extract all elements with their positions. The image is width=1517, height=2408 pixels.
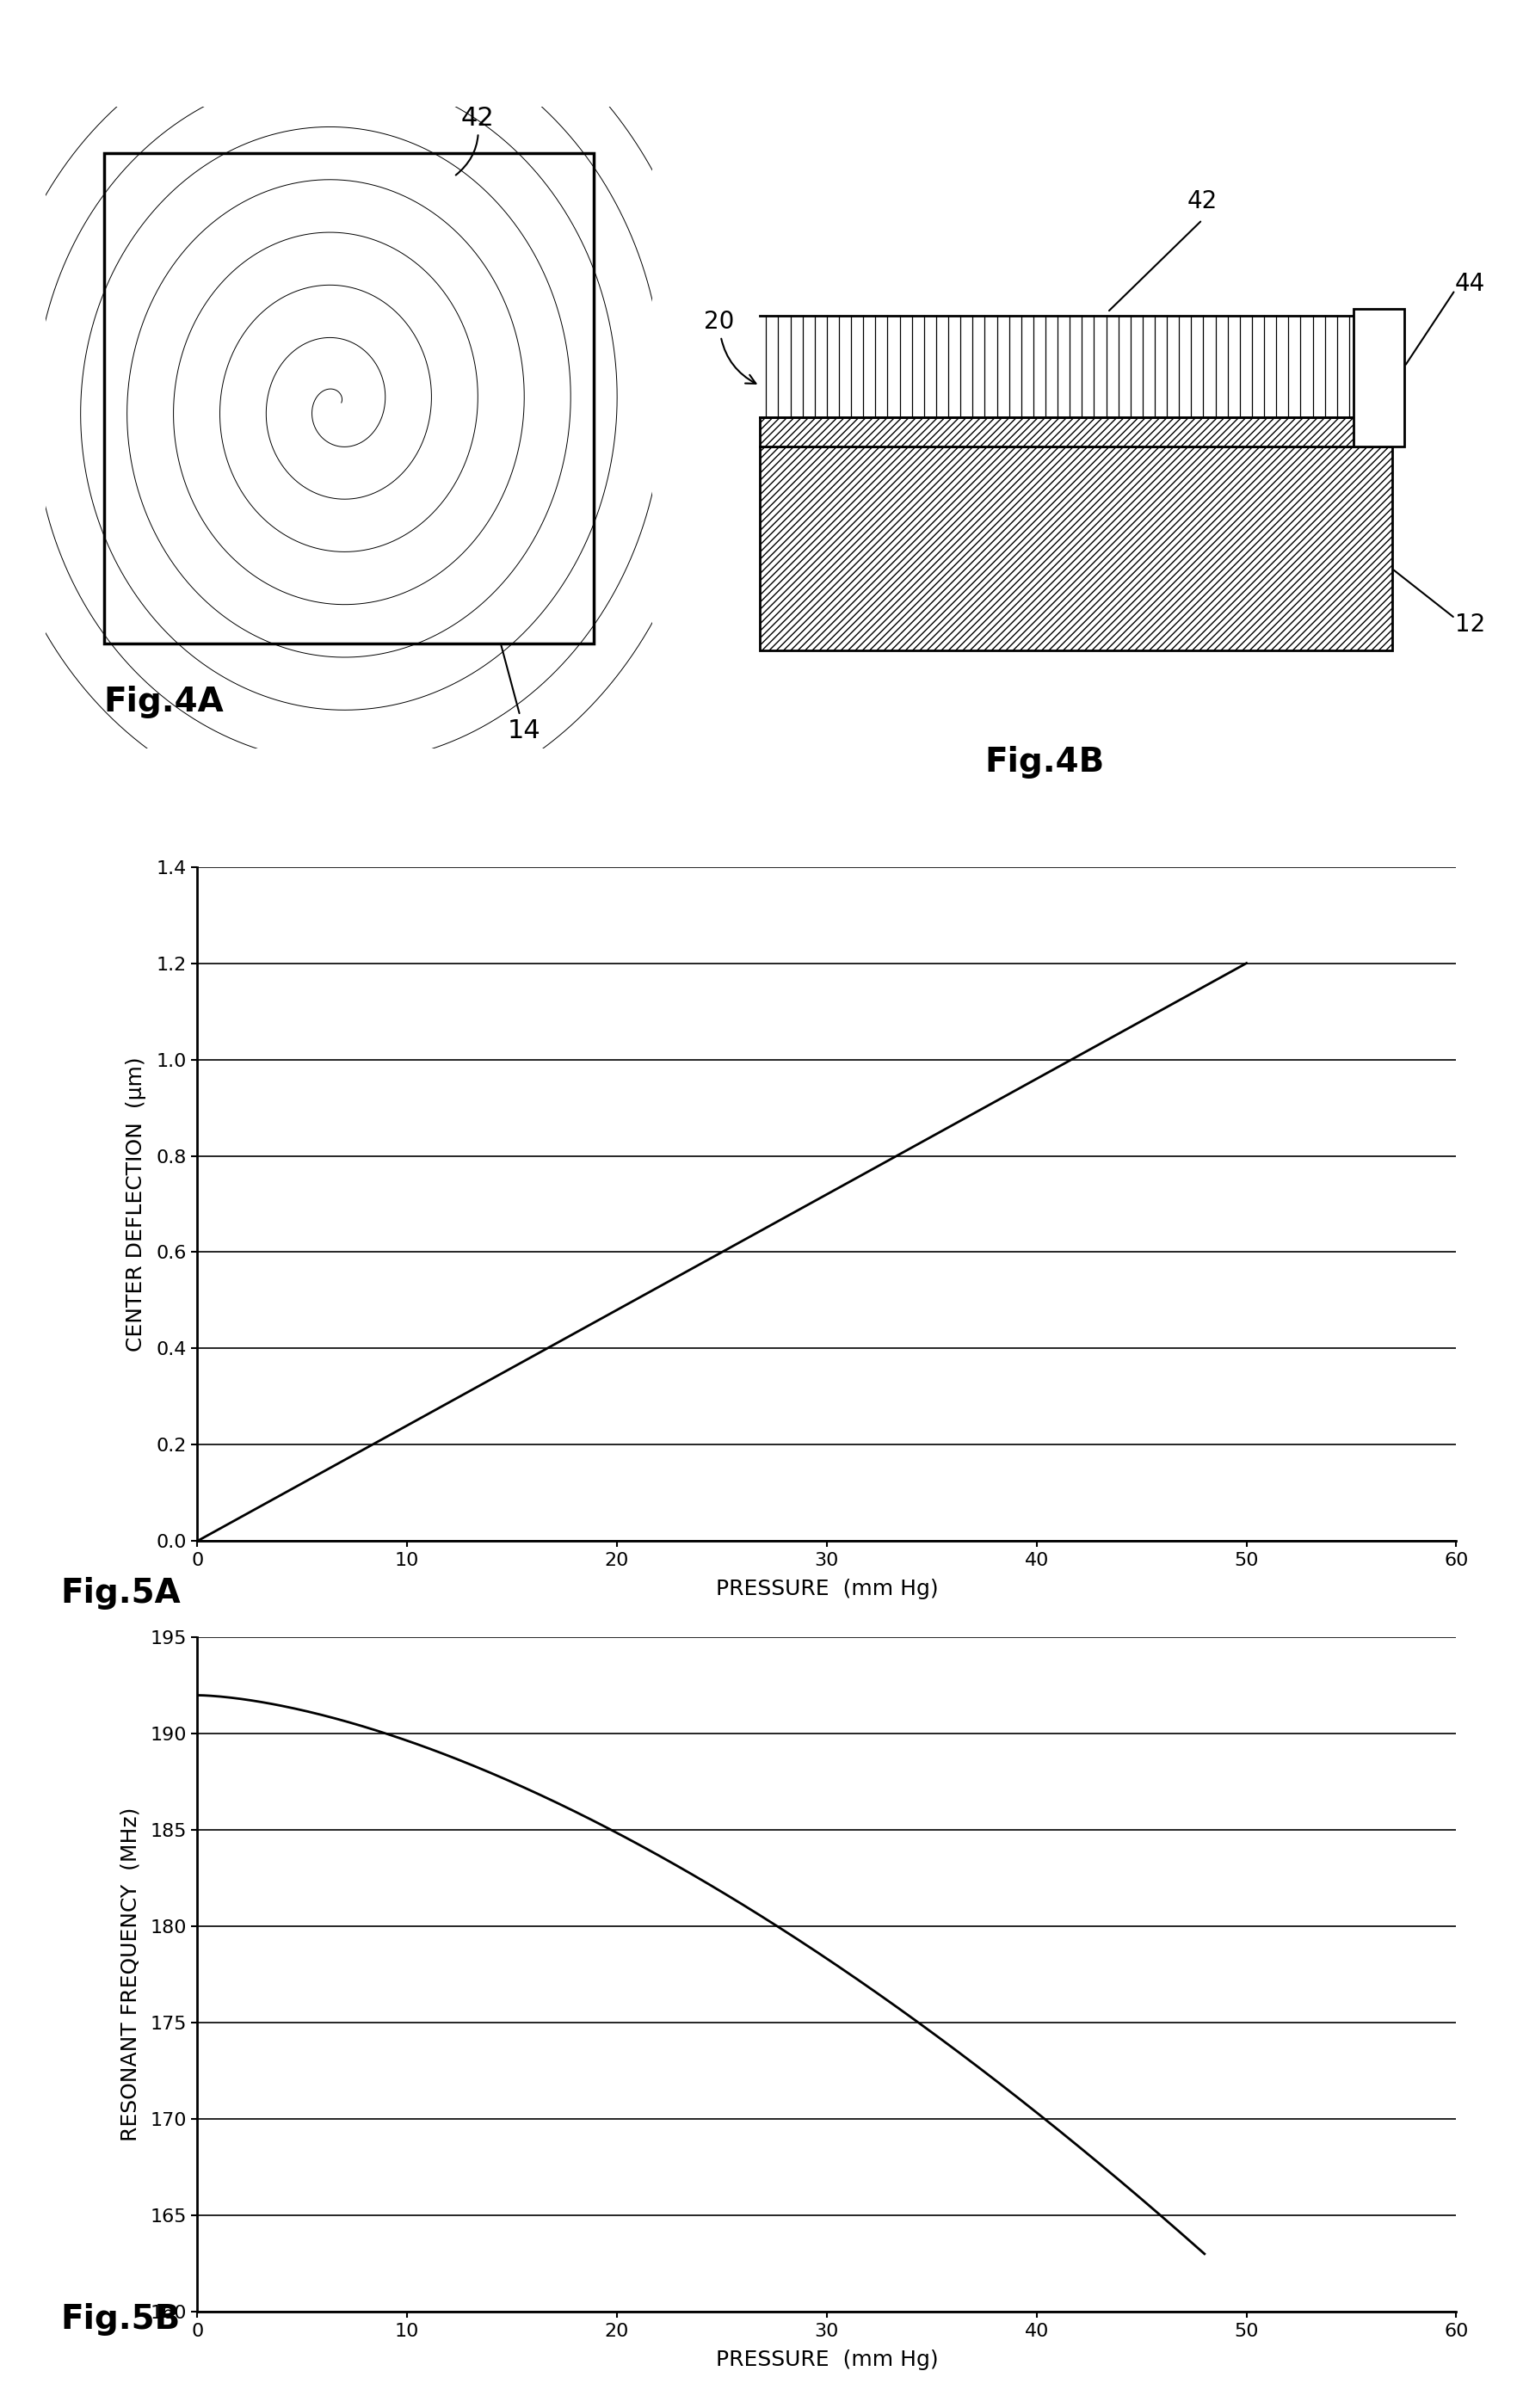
Text: 14: 14 [501,645,540,744]
Text: 42: 42 [455,106,495,176]
X-axis label: PRESSURE  (mm Hg): PRESSURE (mm Hg) [716,1580,938,1599]
Text: Fig.4B: Fig.4B [985,746,1104,778]
Bar [1355,308,1405,445]
Y-axis label: RESONANT FREQUENCY  (MHz): RESONANT FREQUENCY (MHz) [120,1808,141,2141]
Text: Fig.5B: Fig.5B [61,2302,181,2336]
Text: Fig.5A: Fig.5A [61,1577,181,1611]
X-axis label: PRESSURE  (mm Hg): PRESSURE (mm Hg) [716,2350,938,2369]
Bar [760,417,1393,445]
Bar [760,445,1393,650]
Y-axis label: CENTER DEFLECTION  (μm): CENTER DEFLECTION (μm) [126,1057,146,1351]
Text: 42: 42 [1188,190,1217,214]
Bar [103,154,595,643]
Text: 20: 20 [704,311,755,383]
Text: Fig.4A: Fig.4A [103,686,225,718]
Text: 44: 44 [1455,272,1485,296]
Text: 12: 12 [1455,612,1485,636]
